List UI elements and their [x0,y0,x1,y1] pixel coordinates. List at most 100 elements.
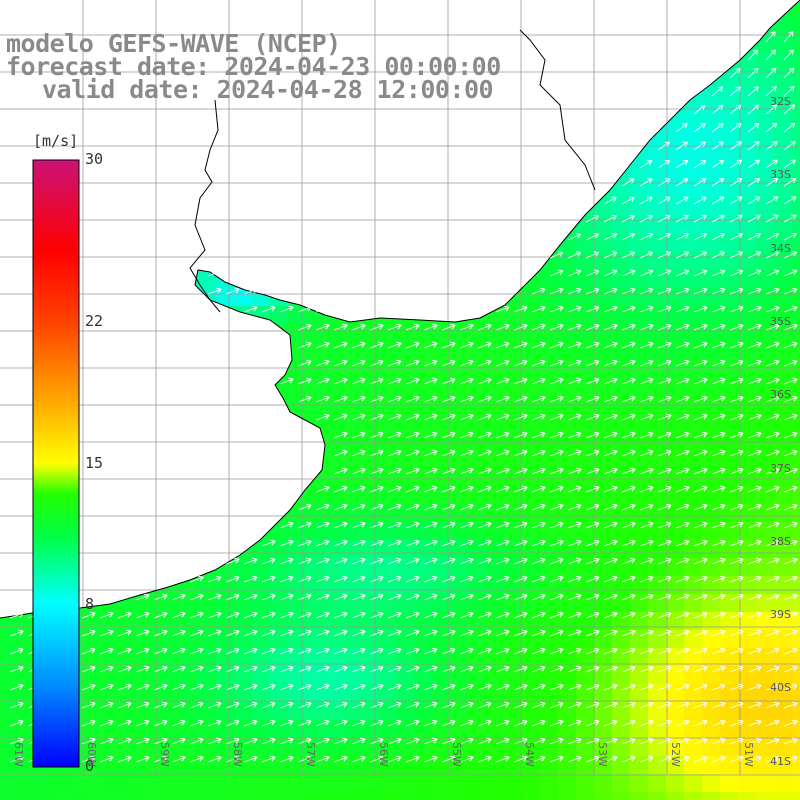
wind-arrow [405,575,420,583]
wind-speed-cell [234,684,253,703]
wind-speed-cell [738,234,757,253]
wind-arrow [423,503,438,511]
wind-arrow [729,86,741,97]
wind-speed-cell [414,504,433,523]
wind-speed-cell [630,216,649,235]
wind-speed-cell [162,666,181,685]
wind-speed-cell [774,72,793,91]
wind-arrow [549,539,564,547]
wind-speed-cell [306,486,325,505]
wind-speed-cell [594,414,613,433]
wind-speed-cell [360,738,379,757]
wind-arrow [225,575,240,583]
wind-arrow [441,593,456,601]
wind-arrow [225,287,240,295]
wind-speed-cell [216,792,235,800]
wind-arrow [405,611,420,619]
wind-arrow [657,323,672,331]
wind-speed-cell [774,738,793,757]
wind-speed-cell [468,558,487,577]
wind-arrow [693,178,707,187]
wind-speed-cell [576,360,595,379]
wind-speed-cell [486,432,505,451]
wind-arrow [711,503,726,511]
wind-arrow [477,557,492,565]
wind-arrow [603,269,618,277]
wind-speed-cell [594,450,613,469]
wind-arrow [585,593,600,601]
wind-speed-cell [576,702,595,721]
wind-speed-cell [378,594,397,613]
wind-arrow [477,593,492,601]
wind-arrow [729,341,744,349]
wind-arrow [765,232,779,241]
wind-speed-cell [684,468,703,487]
wind-speed-cell [162,702,181,721]
wind-arrow [477,503,492,511]
wind-speed-cell [666,162,685,181]
wind-arrow [549,629,564,637]
wind-speed-cell [774,288,793,307]
wind-speed-cell [792,198,800,217]
wind-arrow [621,449,636,457]
wind-arrow [711,323,726,331]
wind-arrow [117,611,132,619]
wind-speed-cell [702,180,721,199]
wind-arrow [333,413,348,421]
wind-speed-cell [126,666,145,685]
wind-speed-cell [504,504,523,523]
wind-arrow [549,377,564,385]
wind-arrow [315,629,330,637]
wind-arrow [513,359,528,367]
wind-speed-cell [702,738,721,757]
wind-arrow [495,413,510,421]
wind-arrow [693,214,707,223]
wind-arrow [729,67,741,79]
wind-speed-cell [612,342,631,361]
wind-speed-cell [234,594,253,613]
wind-arrow [333,449,348,457]
wind-arrow [459,629,474,637]
wind-arrow [549,521,564,529]
valid-date: valid date: 2024-04-28 12:00:00 [42,75,494,104]
wind-speed-cell [684,144,703,163]
wind-arrow [747,413,762,421]
wind-arrow [711,431,726,439]
wind-speed-cell [684,576,703,595]
wind-speed-cell [522,432,541,451]
wind-arrow [783,557,798,565]
wind-speed-cell [306,684,325,703]
wind-speed-cell [684,630,703,649]
wind-speed-cell [612,432,631,451]
wind-speed-cell [450,360,469,379]
longitude-label: 51W [742,742,755,767]
wind-arrow [207,269,222,277]
wind-speed-cell [252,612,271,631]
wind-arrow [495,593,510,601]
wind-arrow [495,629,510,637]
wind-arrow [675,141,688,151]
wind-arrow [567,521,582,529]
wind-arrow [531,575,546,583]
wind-arrow [9,611,24,619]
wind-speed-cell [648,594,667,613]
wind-speed-cell [756,486,775,505]
wind-speed-cell [342,738,361,757]
wind-speed-cell [342,504,361,523]
wind-speed-cell [702,414,721,433]
wind-speed-cell [774,432,793,451]
longitude-label: 52W [669,742,682,767]
wind-arrow [603,647,618,655]
wind-speed-cell [540,468,559,487]
wind-speed-cell [270,738,289,757]
wind-arrow [693,123,706,133]
wind-arrow [585,629,600,637]
wind-arrow [423,647,438,655]
wind-arrow [711,485,726,493]
wind-speed-cell [468,486,487,505]
wind-speed-cell [522,504,541,523]
wind-speed-cell [342,558,361,577]
wind-arrow [621,359,636,367]
wind-speed-cell [324,522,343,541]
wind-arrow [513,647,528,655]
